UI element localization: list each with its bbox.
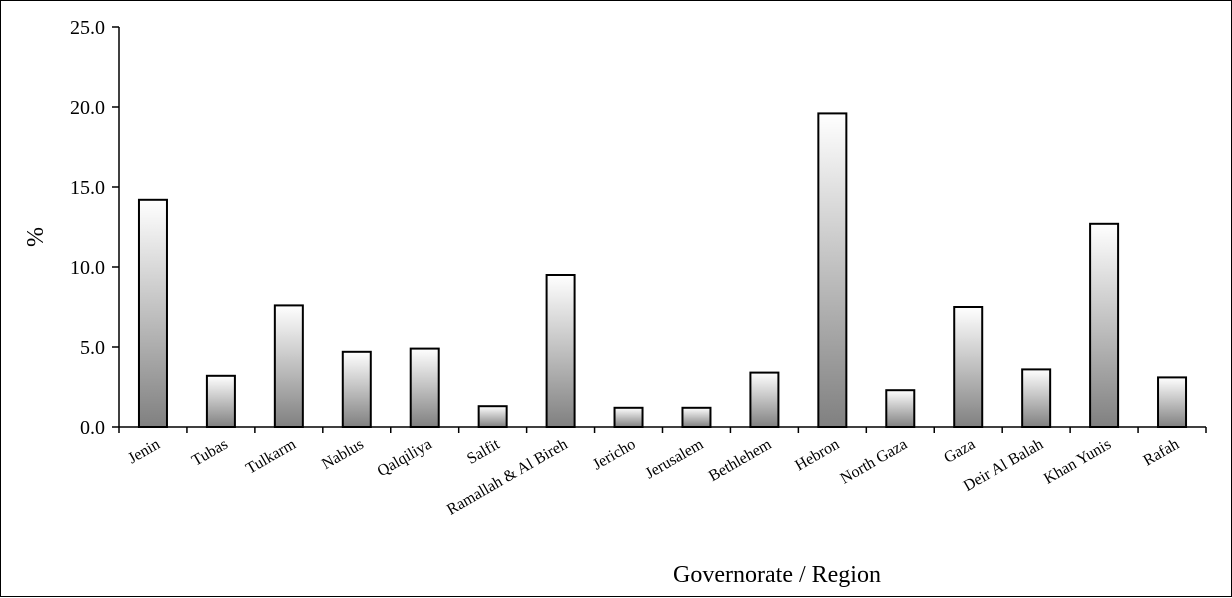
bar	[205, 374, 236, 428]
bar	[817, 112, 848, 429]
bar	[273, 304, 304, 428]
bar	[477, 405, 508, 429]
bar	[1089, 222, 1120, 428]
x-category-label: Jerusalem	[643, 435, 707, 482]
y-axis-title: %	[23, 227, 49, 247]
y-tick-label: 20.0	[70, 97, 105, 119]
bar	[749, 371, 780, 429]
y-tick-label: 25.0	[70, 17, 105, 39]
x-category-label: Qalqiliya	[375, 436, 435, 480]
bars	[137, 112, 1188, 429]
bar	[613, 406, 644, 428]
x-category-label: Nablus	[319, 436, 367, 473]
x-category-label: Salfit	[464, 435, 503, 467]
x-category-label: Khan Yunis	[1041, 436, 1114, 488]
x-category-label: Tulkarm	[243, 435, 299, 477]
bar	[953, 306, 984, 428]
bar	[341, 350, 372, 428]
x-category-label: Tubas	[189, 436, 231, 470]
y-tick-label: 15.0	[70, 177, 105, 199]
x-category-label: Hebron	[792, 436, 842, 475]
x-category-label: Rafah	[1140, 436, 1182, 470]
bar	[885, 389, 916, 429]
bar	[137, 198, 168, 428]
y-tick-label: 10.0	[70, 257, 105, 279]
bar	[1157, 376, 1188, 428]
x-axis-title: Governorate / Region	[673, 562, 881, 588]
x-category-label: Gaza	[941, 436, 978, 467]
bar	[1021, 368, 1052, 428]
x-category-label: Bethlehem	[706, 435, 775, 485]
x-axis: Jenin Tubas Tulkarm Nablus Qalqiliya SalfitRa…	[118, 426, 1207, 519]
bar	[681, 406, 712, 428]
y-tick-label: 5.0	[80, 337, 105, 359]
x-category-label: Jenin	[125, 436, 163, 468]
bar	[545, 274, 576, 428]
y-tick-label: 0.0	[80, 417, 105, 439]
y-axis: 0.0 5.0 10.0 15.0 20.0 25.0	[70, 17, 120, 439]
x-category-label: North Gaza	[838, 436, 911, 488]
bar	[409, 347, 440, 429]
x-category-label: Ramallah & Al Bireh	[444, 436, 571, 519]
x-category-label: Jericho	[590, 436, 639, 474]
